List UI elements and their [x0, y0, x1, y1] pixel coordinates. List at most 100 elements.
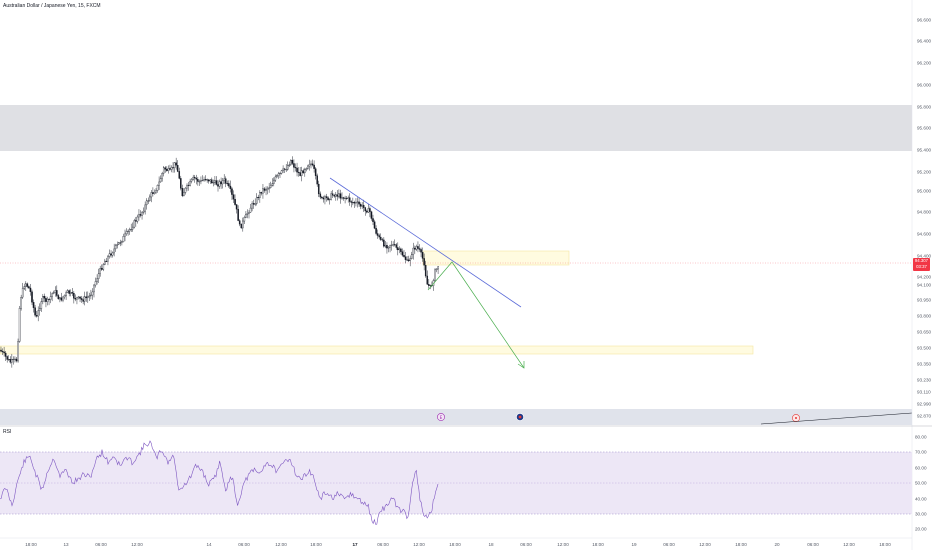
- bar-countdown: 03:37: [916, 264, 927, 269]
- candle-body: [83, 296, 86, 302]
- trendline[interactable]: [329, 177, 522, 308]
- candle-body: [305, 168, 308, 170]
- symbol-title[interactable]: Australian Dollar / Japanese Yen, 15, FX…: [3, 3, 101, 9]
- candle-body: [304, 169, 306, 174]
- candle-body: [172, 167, 174, 169]
- candle-body: [170, 167, 173, 170]
- time-axis-label: 18: [488, 542, 494, 547]
- time-axis-label: 12:00: [275, 542, 287, 547]
- candle-body: [265, 189, 267, 191]
- candle-body: [18, 308, 21, 342]
- candle-body: [43, 296, 46, 299]
- candle-body: [404, 256, 407, 260]
- rsi-line[interactable]: [0, 440, 439, 525]
- candle-body: [130, 228, 132, 230]
- candle-body: [183, 192, 185, 196]
- price-axis-label: 95.600: [917, 126, 931, 131]
- candle-body: [314, 168, 317, 176]
- candle-body: [175, 162, 177, 166]
- time-axis-label: 06:00: [95, 542, 107, 547]
- rsi-axis[interactable]: 80.00 70.00 60.00 50.00 40.00 30.00 20.00: [915, 435, 927, 532]
- candle-body: [20, 297, 22, 309]
- candle-body: [218, 181, 221, 187]
- time-axis[interactable]: 18:00 13 06:00 12:00 14 06:00 12:00 18:00 17 06:0…: [25, 542, 891, 547]
- rsi-axis-label: 60.00: [915, 466, 927, 471]
- events-trendline[interactable]: [760, 412, 913, 425]
- candle-body: [242, 220, 244, 229]
- price-axis-label: 94.400: [917, 254, 931, 259]
- candle-body: [322, 197, 325, 200]
- price-axis[interactable]: 96.600 96.400 96.200 96.000 95.800 95.600 95.4…: [917, 18, 931, 419]
- candle-body: [249, 207, 252, 213]
- earnings-event-icon[interactable]: E: [437, 413, 445, 421]
- candle-body: [358, 201, 360, 205]
- candle-body: [434, 269, 436, 281]
- candle-body: [136, 216, 139, 222]
- candlestick-series[interactable]: [0, 156, 439, 368]
- candle-body: [400, 248, 402, 252]
- candle-body: [25, 283, 27, 287]
- candle-body: [321, 196, 323, 198]
- rsi-indicator-label[interactable]: RSI: [3, 429, 12, 435]
- candle-body: [176, 165, 179, 172]
- candle-body: [162, 167, 165, 174]
- candle-body: [155, 190, 157, 193]
- time-axis-label: 20: [774, 542, 780, 547]
- price-axis-label: 92.990: [917, 402, 931, 407]
- candle-body: [105, 260, 108, 262]
- candle-body: [353, 202, 356, 204]
- candle-body: [271, 183, 274, 186]
- candle-body: [139, 214, 142, 216]
- candle-body: [274, 176, 277, 181]
- candle-body: [3, 351, 5, 354]
- candle-body: [282, 168, 284, 172]
- time-axis-label: 12:00: [699, 542, 711, 547]
- candle-body: [240, 223, 243, 229]
- candle-body: [336, 194, 339, 197]
- time-axis-label: 18:00: [592, 542, 604, 547]
- price-axis-label: 94.600: [917, 232, 931, 237]
- candle-body: [82, 299, 84, 302]
- candle-body: [311, 163, 314, 166]
- candle-body: [11, 359, 13, 363]
- candle-body: [390, 244, 393, 246]
- candle-body: [12, 358, 15, 360]
- candle-body: [397, 247, 399, 251]
- candle-body: [147, 200, 150, 202]
- price-axis-label: 93.350: [917, 362, 931, 367]
- supply-zone[interactable]: [0, 105, 912, 151]
- candle-body: [124, 233, 126, 237]
- candle-body: [161, 173, 163, 179]
- candle-body: [342, 197, 345, 199]
- demand-zone-rectangle[interactable]: [0, 345, 754, 355]
- candle-body: [415, 246, 418, 250]
- candle-body: [102, 264, 105, 270]
- candle-body: [383, 239, 385, 247]
- rsi-axis-label: 40.00: [915, 497, 927, 502]
- candle-body: [335, 194, 337, 197]
- candle-body: [317, 183, 320, 195]
- candle-body: [35, 315, 38, 317]
- candle-body: [362, 204, 365, 208]
- price-axis-label: 94.100: [917, 283, 931, 288]
- candle-body: [316, 175, 318, 185]
- price-axis-label: 93.650: [917, 330, 931, 335]
- candle-body: [417, 246, 419, 249]
- candle-body: [331, 193, 334, 196]
- projection-arrowhead: [517, 361, 525, 369]
- time-axis-label: 18:00: [735, 542, 747, 547]
- candle-body: [339, 193, 342, 199]
- candle-body: [34, 307, 36, 316]
- flag-event-icon[interactable]: [516, 413, 524, 421]
- candle-body: [248, 212, 250, 214]
- candle-body: [398, 248, 401, 251]
- candle-body: [426, 275, 429, 285]
- price-axis-label: 96.400: [917, 39, 931, 44]
- red-event-icon[interactable]: [792, 414, 800, 422]
- candle-body: [393, 244, 396, 246]
- candle-body: [367, 208, 370, 213]
- candle-body: [313, 164, 315, 169]
- candle-body: [324, 196, 326, 200]
- projection-path[interactable]: [427, 261, 525, 369]
